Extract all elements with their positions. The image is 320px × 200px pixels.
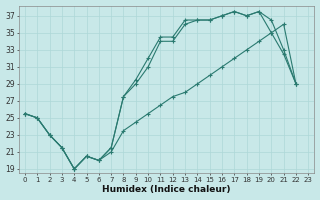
X-axis label: Humidex (Indice chaleur): Humidex (Indice chaleur) xyxy=(102,185,231,194)
